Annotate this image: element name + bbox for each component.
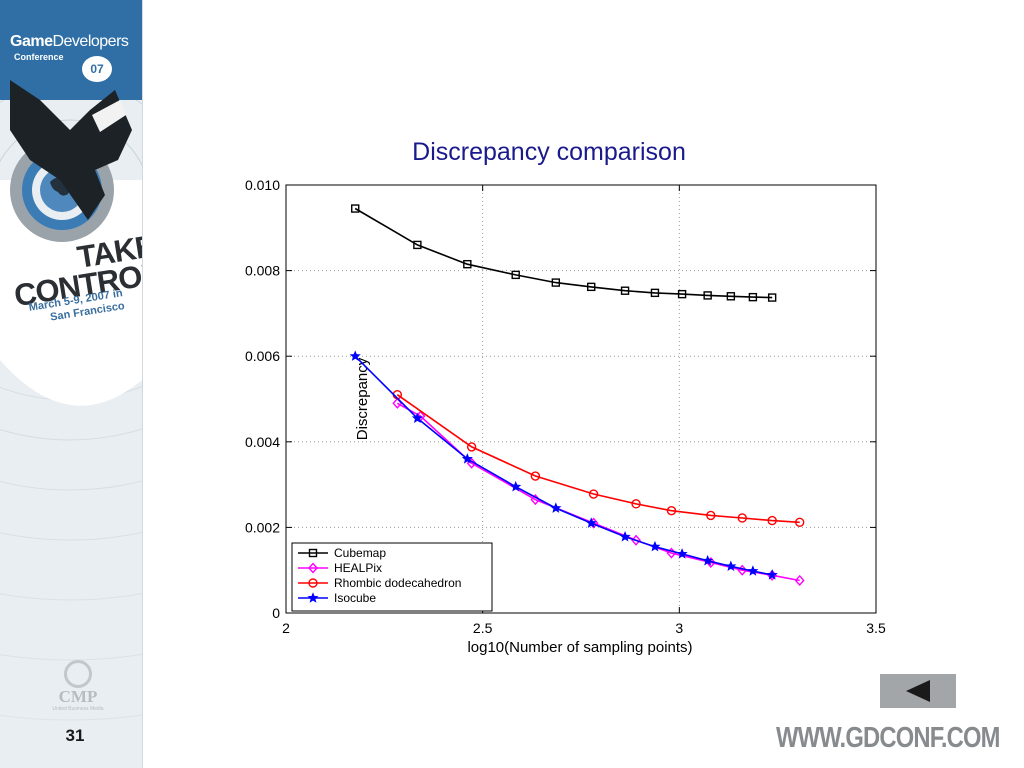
data-point-rhombic-dodecahedron: [737, 513, 747, 523]
site-url: WWW.GDCONF.COM: [776, 722, 1000, 754]
series-line-cubemap: [354, 207, 773, 299]
legend-marker-rhombic-dodecahedron: [308, 578, 318, 588]
data-point-cubemap: [748, 292, 758, 302]
sidebar-background-pattern: [0, 0, 142, 721]
chart: Discrepancy comparison 2 2.5 3 3.5 0 0.002 0.0…: [245, 138, 886, 656]
logo-brand: GameDevelopers: [10, 33, 129, 50]
legend-label: HEALPix: [334, 561, 382, 575]
series-isocube: [349, 350, 778, 580]
y-tick-label: 0.002: [245, 519, 280, 535]
legend-marker-healpix: [308, 562, 318, 574]
series-line-rhombic-dodecahedron: [396, 394, 800, 524]
x-axis-label: log10(Number of sampling points): [467, 639, 692, 656]
data-point-cubemap: [413, 240, 422, 250]
data-point-cubemap: [620, 286, 630, 295]
y-tick-label: 0.004: [245, 434, 280, 450]
data-point-isocube: [747, 565, 759, 576]
legend-marker-isocube: [307, 592, 319, 603]
data-point-cubemap: [587, 282, 596, 292]
plot-area: [285, 184, 877, 614]
x-tick-label: 2.5: [473, 620, 493, 636]
logo-year-badge: 07: [82, 56, 112, 82]
data-point-isocube: [585, 517, 597, 528]
legend-box: [291, 542, 493, 612]
x-tick-label: 3: [675, 620, 683, 636]
legend-marker-cubemap: [308, 548, 318, 558]
grid: [286, 185, 876, 613]
data-point-rhombic-dodecahedron: [466, 442, 477, 452]
data-point-isocube: [702, 554, 714, 566]
data-point-cubemap: [551, 278, 561, 287]
data-point-healpix: [794, 574, 805, 587]
sidebar: GameDevelopers Conference 07 TAKE CONTRO…: [0, 0, 143, 768]
axis-ticks: 2 2.5 3 3.5 0 0.002 0.004 0.006 0.008 0.010: [245, 177, 886, 636]
data-point-cubemap: [677, 289, 687, 299]
slide-number: 31: [65, 726, 85, 745]
data-point-cubemap: [726, 292, 736, 301]
y-tick-label: 0: [272, 605, 280, 621]
data-point-cubemap: [767, 293, 777, 302]
data-point-rhombic-dodecahedron: [588, 489, 599, 499]
data-point-rhombic-dodecahedron: [631, 499, 641, 509]
y-tick-label: 0.006: [245, 348, 280, 364]
data-point-rhombic-dodecahedron: [530, 471, 541, 481]
chart-title: Discrepancy comparison: [412, 138, 686, 166]
back-triangle-icon: [906, 680, 930, 702]
data-point-cubemap: [351, 204, 360, 213]
hand-globe-illustration: [10, 80, 132, 242]
data-point-cubemap: [703, 291, 712, 300]
data-point-isocube: [510, 480, 522, 492]
x-tick-label: 3.5: [866, 620, 886, 636]
data-point-isocube: [766, 569, 778, 580]
legend-label: Rhombic dodecahedron: [334, 576, 461, 590]
legend-label: Isocube: [334, 591, 376, 605]
data-point-isocube: [461, 453, 473, 464]
data-point-cubemap: [463, 259, 472, 269]
series: [349, 204, 805, 587]
cmp-logo: CMP United Business Media: [46, 660, 110, 712]
data-point-isocube: [676, 548, 688, 559]
data-point-isocube: [725, 560, 737, 572]
data-point-rhombic-dodecahedron: [706, 510, 716, 521]
data-point-isocube: [411, 412, 423, 423]
y-tick-label: 0.008: [245, 263, 280, 279]
y-tick-label: 0.010: [245, 177, 280, 193]
data-point-isocube: [349, 350, 361, 361]
data-point-isocube: [619, 531, 631, 542]
legend-label: Cubemap: [334, 546, 386, 560]
data-point-cubemap: [511, 270, 520, 280]
cmp-mark-icon: [64, 660, 92, 688]
back-button[interactable]: [880, 674, 956, 708]
data-point-isocube: [649, 540, 661, 552]
logo-banner: GameDevelopers Conference 07: [0, 0, 142, 100]
data-point-isocube: [550, 502, 562, 513]
series-cubemap: [351, 204, 777, 302]
y-axis-label: Discrepancy: [354, 357, 371, 440]
data-point-rhombic-dodecahedron: [794, 517, 805, 527]
data-point-rhombic-dodecahedron: [767, 515, 777, 526]
logo-subtitle: Conference: [14, 52, 64, 62]
data-point-rhombic-dodecahedron: [666, 506, 677, 516]
data-point-cubemap: [650, 288, 660, 298]
x-tick-label: 2: [282, 620, 290, 636]
